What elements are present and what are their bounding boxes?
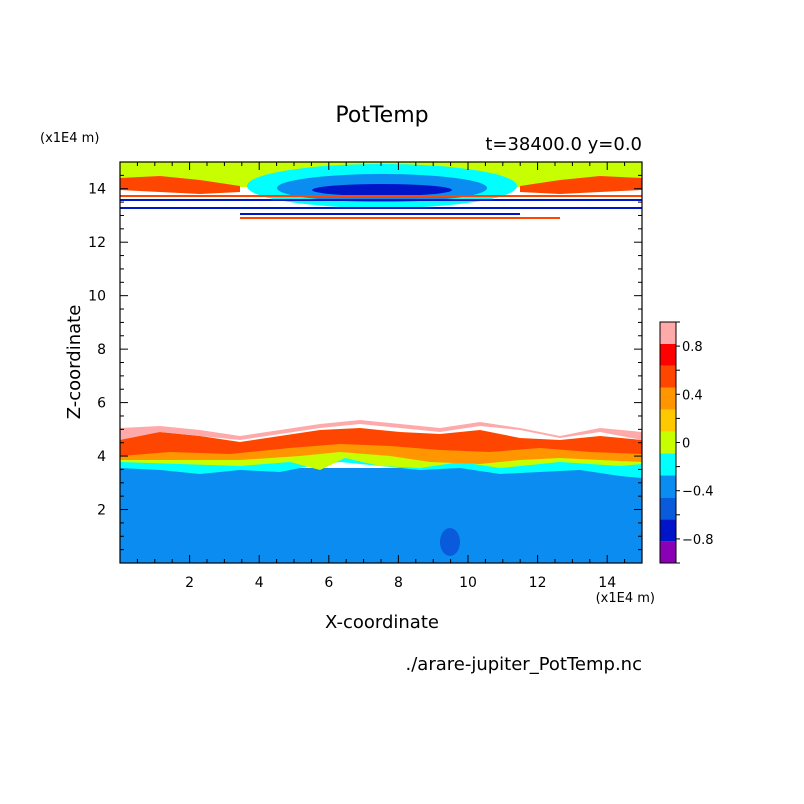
- contour-fills: [120, 162, 642, 563]
- region-red-band: [120, 428, 642, 456]
- colorbar-segment: [660, 541, 676, 563]
- y-tick-label: 2: [97, 503, 106, 519]
- x-axis-label: X-coordinate: [325, 612, 439, 633]
- region-upper-warm-right: [520, 176, 642, 194]
- x-unit-label: (x1E4 m): [596, 591, 655, 606]
- colorbar-segment: [660, 497, 676, 520]
- colorbar-segment: [660, 387, 676, 410]
- colorbar-tick-label: 0.8: [682, 340, 703, 355]
- colorbar-segment: [660, 475, 676, 498]
- y-tick-label: 10: [88, 289, 106, 305]
- colorbar-segment: [660, 431, 676, 454]
- y-axis-label: Z-coordinate: [64, 305, 85, 420]
- region-lower-layer: [120, 468, 642, 563]
- colorbar-segment: [660, 409, 676, 432]
- chart-title: PotTemp: [335, 103, 428, 128]
- x-axis-ticks: 2 4 6 8 10 12 14: [136, 162, 626, 591]
- region-upper-thin-bands: [120, 199, 642, 215]
- y-tick-label: 6: [97, 396, 106, 412]
- region-upper-thin-bands-red: [120, 195, 642, 219]
- colorbar-segment: [660, 519, 676, 542]
- colorbar-tick-label: −0.4: [682, 485, 714, 500]
- region-cold-blob: [440, 528, 460, 556]
- colorbar-tick-label: 0: [682, 437, 690, 452]
- x-tick-label: 10: [459, 575, 477, 591]
- x-tick-label: 2: [185, 575, 194, 591]
- region-upper-warm-left: [120, 176, 240, 194]
- x-tick-label: 14: [598, 575, 616, 591]
- colorbar-segment: [660, 365, 676, 388]
- x-tick-label: 8: [394, 575, 403, 591]
- y-tick-label: 12: [88, 235, 106, 251]
- region-pink-band: [120, 420, 642, 440]
- y-unit-label: (x1E4 m): [40, 131, 99, 146]
- colorbar-segment: [660, 322, 676, 344]
- colorbar-segment: [660, 343, 676, 366]
- colorbar-tick-label: 0.4: [682, 388, 703, 403]
- colorbar-tick-label: −0.8: [682, 533, 714, 548]
- x-tick-label: 4: [255, 575, 264, 591]
- y-tick-label: 14: [88, 182, 106, 198]
- x-tick-label: 6: [324, 575, 333, 591]
- y-axis-ticks: 2 4 6 8 10 12 14: [88, 174, 642, 551]
- colorbar-segment: [660, 453, 676, 476]
- region-upper-cold-core: [312, 184, 452, 196]
- colorbar: −0.8 −0.4 0 0.4 0.8: [659, 321, 714, 564]
- y-tick-label: 8: [97, 342, 106, 358]
- source-filename: ./arare-jupiter_PotTemp.nc: [406, 654, 642, 675]
- y-tick-label: 4: [97, 449, 106, 465]
- chart-subtitle: t=38400.0 y=0.0: [485, 134, 642, 155]
- x-tick-label: 12: [529, 575, 547, 591]
